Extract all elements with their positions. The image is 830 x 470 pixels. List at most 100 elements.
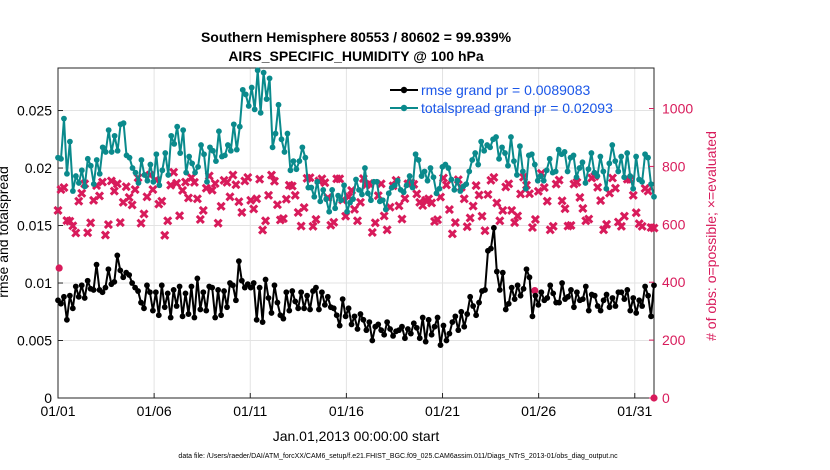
evaluated-obs-marker (74, 196, 84, 206)
totalspread-point (168, 132, 175, 139)
evaluated-obs-stroke (177, 185, 188, 196)
totalspread-point (648, 181, 654, 188)
rmse-point (496, 287, 503, 293)
rmse-point (138, 299, 144, 306)
totalspread-point (72, 173, 79, 179)
rmse-point (470, 303, 477, 309)
rmse-point (630, 295, 637, 301)
totalspread-point (70, 188, 76, 194)
rmse-point (289, 288, 296, 294)
totalspread-point (236, 123, 243, 130)
totalspread-point (603, 185, 610, 192)
totalspread-point (573, 174, 580, 181)
evaluated-obs-marker (198, 205, 208, 215)
totalspread-point (585, 166, 592, 173)
rmse-point (238, 277, 245, 284)
evaluated-obs-stroke (507, 205, 517, 215)
totalspread-point (379, 197, 386, 204)
totalspread-point (129, 165, 136, 171)
rmse-point (511, 296, 518, 303)
rmse-point (152, 289, 159, 296)
rmse-point (330, 305, 337, 312)
evaluated-obs-marker (112, 179, 122, 189)
totalspread-point (195, 163, 201, 170)
evaluated-obs-stroke (198, 205, 208, 215)
totalspread-point (418, 173, 425, 179)
evaluated-obs-stroke (86, 218, 96, 228)
evaluated-obs-marker (258, 225, 268, 235)
totalspread-point (415, 157, 422, 163)
evaluated-obs-stroke (74, 196, 84, 206)
rmse-point (212, 314, 219, 321)
totalspread-point (102, 149, 109, 155)
totalspread-point (96, 170, 103, 177)
evaluated-obs-marker (349, 204, 360, 214)
evaluated-obs-marker (643, 186, 653, 196)
evaluated-obs-stroke (516, 189, 526, 199)
rmse-point (594, 303, 601, 309)
totalspread-point (239, 86, 246, 93)
rmse-point (633, 310, 640, 316)
totalspread-point (561, 149, 568, 155)
rmse-point (348, 321, 355, 328)
evaluated-obs-marker (483, 189, 493, 200)
rmse-point (313, 284, 319, 291)
totalspread-point (448, 176, 455, 183)
evaluated-obs-marker (382, 225, 392, 235)
evaluated-obs-stroke (287, 181, 297, 191)
totalspread-point (368, 197, 374, 204)
rmse-point (292, 298, 299, 305)
rmse-point (345, 305, 352, 312)
evaluated-obs-stroke (68, 221, 78, 231)
evaluated-obs-stroke (121, 182, 131, 192)
rmse-point (200, 289, 207, 296)
evaluated-obs-marker (370, 218, 380, 228)
totalspread-point (174, 123, 181, 130)
evaluated-obs-marker (397, 214, 407, 224)
totalspread-point (183, 169, 190, 176)
evaluated-obs-marker (530, 214, 540, 224)
evaluated-obs-stroke (252, 194, 262, 204)
evaluated-obs-marker (68, 221, 78, 231)
totalspread-point (293, 166, 300, 173)
rmse-point (529, 313, 536, 320)
evaluated-obs-stroke (222, 177, 232, 187)
rmse-point (149, 307, 156, 314)
rmse-point (319, 289, 325, 296)
totalspread-point (58, 155, 64, 162)
rmse-point (410, 320, 417, 327)
totalspread-point (150, 178, 157, 185)
totalspread-point (454, 177, 461, 184)
x-tick-label: 01/21 (425, 403, 460, 419)
totalspread-point (245, 103, 252, 109)
evaluated-obs-stroke (447, 229, 457, 239)
evaluated-obs-stroke (261, 216, 271, 226)
x-tick-label: 01/01 (40, 403, 75, 419)
y-right-tick-label: 0 (662, 390, 670, 406)
totalspread-point (421, 168, 428, 175)
totalspread-point (543, 167, 550, 174)
rmse-point (283, 289, 290, 296)
rmse-point (93, 261, 100, 268)
evaluated-obs-marker (139, 209, 149, 219)
y-tick-label: 0.015 (17, 218, 52, 234)
totalspread-point (406, 173, 413, 179)
evaluated-obs-marker (272, 200, 282, 210)
evaluated-obs-stroke (596, 196, 606, 206)
rmse-point (170, 287, 177, 293)
rmse-point (357, 311, 364, 317)
evaluated-obs-stroke (593, 182, 603, 192)
evaluated-obs-stroke (513, 211, 523, 221)
rmse-point (422, 338, 429, 345)
evaluated-obs-marker (355, 197, 366, 207)
evaluated-obs-marker (504, 179, 514, 189)
evaluated-obs-stroke (160, 230, 170, 240)
evaluated-obs-marker (450, 218, 460, 228)
x-axis-label: Jan.01,2013 00:00:00 start (273, 428, 440, 444)
totalspread-point (93, 157, 100, 163)
totalspread-point (165, 172, 172, 178)
totalspread-point (224, 142, 231, 148)
totalspread-point (436, 185, 443, 192)
rmse-point (179, 313, 186, 320)
evaluated-obs-stroke (186, 173, 196, 183)
